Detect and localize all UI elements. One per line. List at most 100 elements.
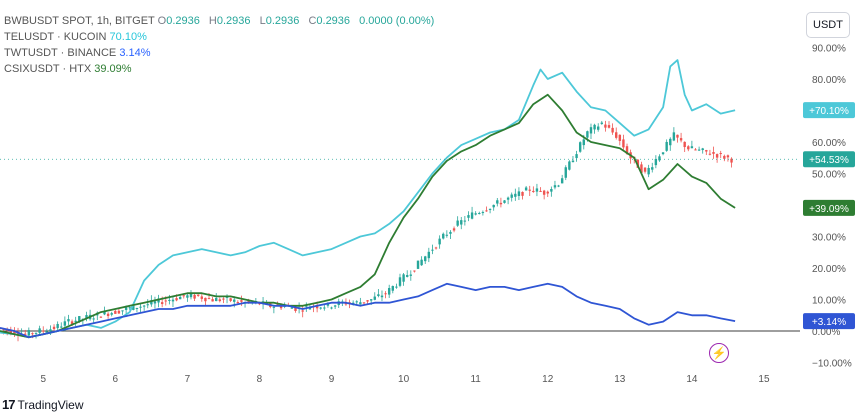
candle-body — [233, 299, 236, 302]
candle-body — [193, 295, 196, 299]
candle-body — [478, 213, 481, 215]
candle-body — [52, 326, 56, 330]
y-tick-label: 90.00% — [812, 43, 846, 54]
candle-body — [160, 302, 164, 305]
candle-body — [85, 315, 88, 319]
candle-body — [103, 311, 106, 315]
candle-body — [38, 328, 41, 333]
candle-body — [204, 297, 207, 302]
candle-body — [488, 208, 492, 210]
candle-body — [63, 321, 67, 326]
candle-body — [391, 286, 394, 291]
candle-body — [146, 304, 149, 306]
candle-body — [420, 259, 423, 266]
candle-body — [362, 302, 366, 304]
candle-body — [413, 270, 416, 272]
candle-body — [34, 332, 38, 334]
main-symbol[interactable]: BWBUSDT SPOT, 1h, BITGET — [4, 15, 155, 27]
last-value-badge-bwbusdt-bg — [803, 151, 855, 168]
candle-body — [600, 122, 604, 124]
x-tick-label: 10 — [398, 374, 410, 385]
currency-button[interactable]: USDT — [806, 12, 850, 38]
candle-body — [92, 318, 95, 320]
candle-body — [705, 150, 708, 152]
candle-body — [723, 155, 726, 159]
candle-body — [424, 256, 427, 262]
candle-body — [409, 274, 413, 276]
candle-body — [524, 187, 528, 191]
tradingview-logo[interactable]: 17 TradingView — [2, 397, 84, 412]
candle-body — [712, 152, 715, 154]
candle-body — [615, 132, 618, 138]
candle-body — [434, 247, 438, 249]
candle-body — [517, 191, 521, 196]
candle-body — [611, 127, 614, 133]
branding-text: TradingView — [17, 397, 84, 412]
candle-body — [294, 306, 297, 311]
flash-icon[interactable]: ⚡ — [709, 343, 729, 363]
candle-body — [438, 238, 441, 245]
candle-body — [366, 300, 369, 302]
candle-body — [395, 286, 398, 288]
candle-body — [9, 329, 13, 334]
candle-body — [640, 164, 643, 173]
candle-body — [622, 139, 625, 148]
candle-body — [31, 333, 34, 335]
candle-body — [607, 125, 611, 128]
x-tick-label: 11 — [470, 374, 481, 385]
candle-body — [514, 193, 517, 197]
candle-body — [124, 307, 128, 310]
candle-body — [661, 152, 665, 155]
candle-body — [323, 307, 326, 309]
candle-body — [575, 154, 578, 159]
candle-body — [13, 330, 16, 335]
series-line-telusdt — [0, 59, 736, 339]
candle-body — [593, 124, 596, 130]
candle-body — [427, 251, 431, 259]
candle-body — [56, 323, 59, 329]
candle-body — [78, 316, 81, 321]
candle-body — [715, 154, 719, 158]
candle-body — [550, 188, 553, 192]
series-line-csixusdt — [0, 93, 736, 339]
candle-body — [164, 300, 167, 302]
candle-body — [485, 210, 488, 212]
legend-compare-tel[interactable]: TELUSDT · KUCOIN 70.10% — [4, 29, 434, 45]
candle-body — [189, 293, 193, 298]
candle-body — [186, 295, 189, 298]
compare-value: 3.14% — [119, 47, 151, 59]
candle-body — [542, 190, 546, 195]
candle-body — [445, 234, 449, 236]
candle-body — [546, 191, 549, 194]
candle-body — [106, 313, 110, 317]
legend-compare-csix[interactable]: CSIXUSDT · HTX 39.09% — [4, 61, 434, 77]
candle-body — [676, 134, 679, 138]
candle-body — [568, 161, 571, 170]
candle-body — [60, 326, 63, 328]
candle-body — [694, 149, 697, 151]
y-tick-label: −10.00% — [812, 359, 852, 370]
candle-body — [690, 146, 694, 149]
candle-body — [672, 132, 676, 141]
candle-body — [535, 188, 539, 192]
candle-body — [726, 155, 730, 158]
candle-body — [481, 212, 485, 214]
candle-body — [701, 148, 704, 151]
candle-body — [499, 202, 503, 205]
legend-compare-twt[interactable]: TWTUSDT · BINANCE 3.14% — [4, 45, 434, 61]
close-value: 0.2936 — [316, 15, 351, 27]
compare-symbol: TWTUSDT · BINANCE — [4, 47, 117, 59]
candle-body — [452, 228, 456, 231]
candle-body — [730, 158, 733, 163]
candle-body — [503, 200, 506, 203]
candle-body — [373, 296, 376, 300]
candle-body — [521, 191, 524, 196]
series-line-twtusdt — [0, 282, 736, 339]
candle-body — [625, 146, 629, 154]
candle-body — [196, 294, 200, 296]
candle-body — [236, 302, 240, 304]
x-tick-label: 8 — [257, 374, 263, 385]
x-tick-label: 6 — [113, 374, 119, 385]
candle-body — [121, 310, 124, 312]
